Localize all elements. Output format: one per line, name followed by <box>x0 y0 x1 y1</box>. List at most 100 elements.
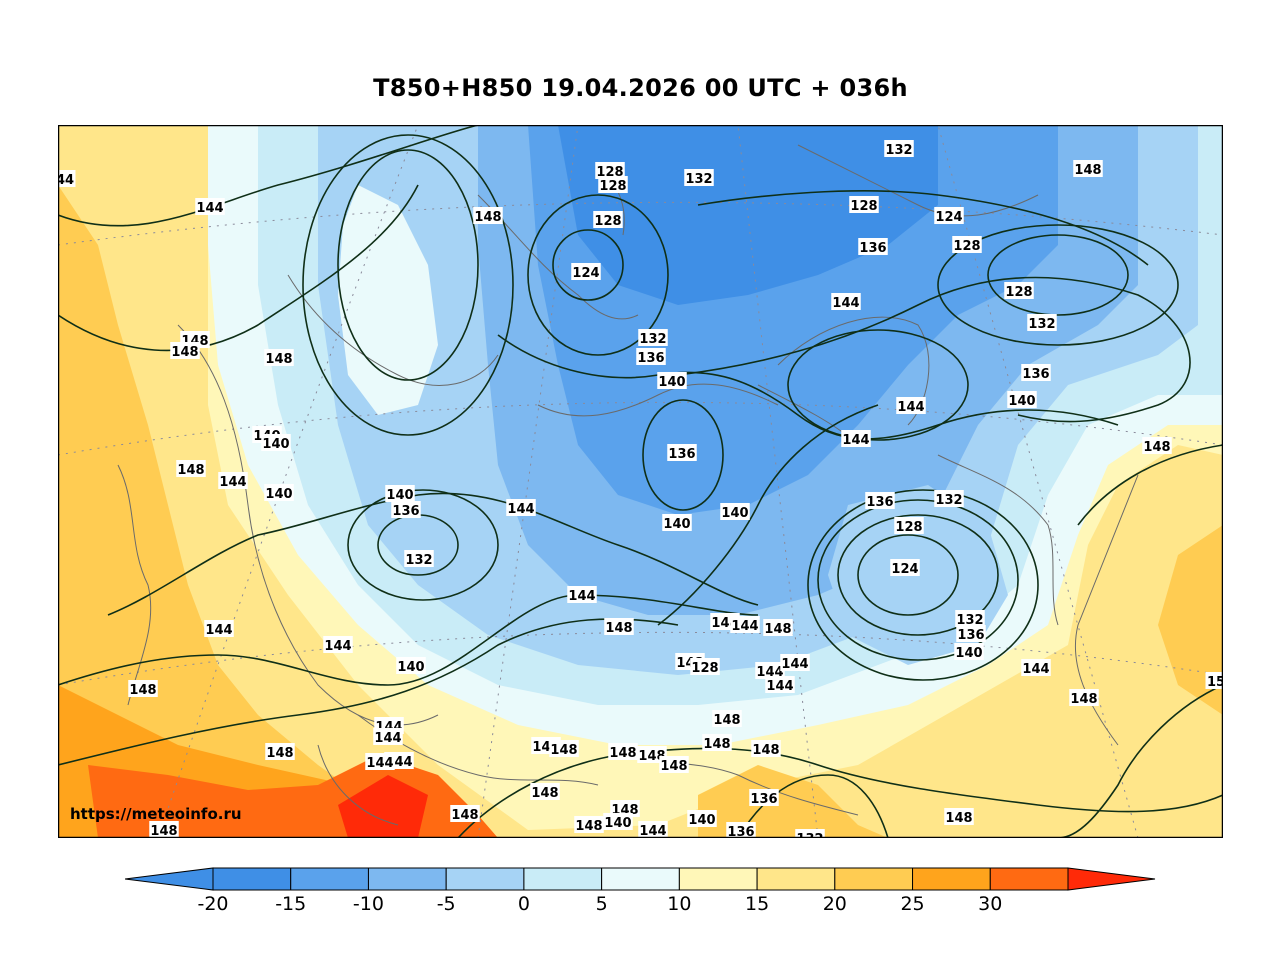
isoline-label-text: 132 <box>935 493 962 508</box>
isoline-label-text: 132 <box>685 172 712 187</box>
isoline-label-text: 132 <box>885 143 912 158</box>
contour-low-east <box>987 234 1129 316</box>
isoline-label: 124 <box>890 559 920 577</box>
isoline-label-bg <box>404 550 434 567</box>
isoline-label-text: 144 <box>205 623 232 638</box>
isoline-label-bg <box>955 610 985 627</box>
isoline-label-text: 132 <box>405 553 432 568</box>
height-contours <box>58 125 1223 838</box>
isoline-label: 136 <box>749 789 779 807</box>
contour-low-east-ring <box>937 224 1179 346</box>
colorbar-tick-label: 10 <box>667 893 691 915</box>
grid-line <box>477 125 579 838</box>
coastline <box>117 464 152 706</box>
isoline-label-text: 144 <box>196 201 223 216</box>
shade-warm-southeast <box>698 765 888 838</box>
isoline-label-bg <box>944 808 974 825</box>
isoline-label: 132 <box>638 329 668 347</box>
isoline-label: 148 <box>530 783 560 801</box>
isoline-label-bg <box>391 501 421 518</box>
isoline-label-text: 148 <box>150 824 177 838</box>
isoline-label-bg <box>765 676 795 693</box>
isoline-label-bg <box>610 800 640 817</box>
isoline-label-bg <box>858 238 888 255</box>
isoline-label-text: 144 <box>832 296 859 311</box>
isoline-label: 136 <box>858 238 888 256</box>
colorbar-tick-label: -20 <box>197 893 228 915</box>
isoline-label-text: 136 <box>957 628 984 643</box>
chart-title: T850+H850 19.04.2026 00 UTC + 036h <box>373 74 908 102</box>
isoline-label-bg <box>662 514 692 531</box>
isoline-label-bg <box>396 657 426 674</box>
isoline-label-bg <box>657 372 687 389</box>
isoline-label: 148 <box>1073 160 1103 178</box>
contour-line <box>457 747 1223 838</box>
coastline <box>537 383 779 417</box>
isoline-label: 132 <box>884 140 914 158</box>
isoline-label-bg <box>450 805 480 822</box>
shade-hot-core <box>338 775 428 838</box>
isoline-label: 136 <box>636 348 666 366</box>
isoline-label-bg <box>638 329 668 346</box>
isoline-label-text: 140 <box>688 813 715 828</box>
contour-low-south-r2 <box>817 499 1019 661</box>
isoline-label: 148 <box>149 821 179 838</box>
contour-line <box>737 774 889 838</box>
isoline-label-bg <box>1021 364 1051 381</box>
isoline-label-bg <box>763 619 793 636</box>
contour-line <box>58 184 419 352</box>
isoline-label: 140 <box>954 643 984 661</box>
isoline-label-bg <box>712 710 742 727</box>
isoline-label-bg <box>659 756 689 773</box>
isoline-label-bg <box>690 658 720 675</box>
isoline-label: 148 <box>265 743 295 761</box>
isoline-label: 128 <box>593 211 623 229</box>
colorbar-over-triangle <box>1067 867 1156 891</box>
isoline-label-bg <box>896 397 926 414</box>
isoline-label-bg <box>684 169 714 186</box>
isoline-label-bg <box>530 783 560 800</box>
colorbar-ticks: -20 -15 -10 -5 0 5 10 15 20 25 30 <box>197 893 1002 915</box>
isoline-label-bg <box>608 743 638 760</box>
isoline-label-text: 148 <box>605 621 632 636</box>
isoline-label-bg <box>574 816 604 833</box>
isoline-label-text: 144 <box>897 400 924 415</box>
isoline-label-bg <box>593 211 623 228</box>
isoline-label-text: 148 <box>265 352 292 367</box>
isoline-label-bg <box>1142 437 1172 454</box>
isoline-label-text: 136 <box>727 825 754 838</box>
isoline-label: 132 <box>934 490 964 508</box>
isoline-label-text: 132 <box>639 332 666 347</box>
contour-line <box>58 125 479 227</box>
isoline-label: 148 <box>549 740 579 758</box>
isoline-label-text: 148 <box>713 713 740 728</box>
colorbar-tick-label: -15 <box>275 893 306 915</box>
isoline-label-text: 140 <box>265 487 292 502</box>
isoline-label-bg <box>638 821 668 838</box>
isoline-label: 136 <box>956 625 986 643</box>
contour-line <box>677 276 1191 423</box>
isoline-label: 140 <box>264 484 294 502</box>
contour-line <box>497 334 1119 440</box>
isoline-label: 132 <box>404 550 434 568</box>
isoline-label-bg <box>934 490 964 507</box>
isoline-label-text: 128 <box>1005 285 1032 300</box>
contour-low-west-ring <box>347 489 499 601</box>
isoline-label-bg <box>730 616 760 633</box>
isoline-label-bg <box>894 517 924 534</box>
isoline-label-text: 144 <box>639 824 666 838</box>
isoline-label-text: 128 <box>850 199 877 214</box>
isoline-label-bg <box>218 472 248 489</box>
shade-warm-west <box>58 185 478 838</box>
isoline-label: 140 <box>603 813 633 831</box>
isoline-label-bg <box>323 636 353 653</box>
colorbar-segment <box>445 867 525 891</box>
isoline-label: 144 <box>506 499 536 517</box>
colorbar-tick-label: 30 <box>978 893 1002 915</box>
isoline-label: 124 <box>934 207 964 225</box>
isoline-label: 144 <box>896 397 926 415</box>
isoline-label: 148 <box>473 207 503 225</box>
isoline-label: 148 <box>604 618 634 636</box>
contour-central-r2 <box>642 399 724 511</box>
isoline-label-bg <box>795 829 825 838</box>
